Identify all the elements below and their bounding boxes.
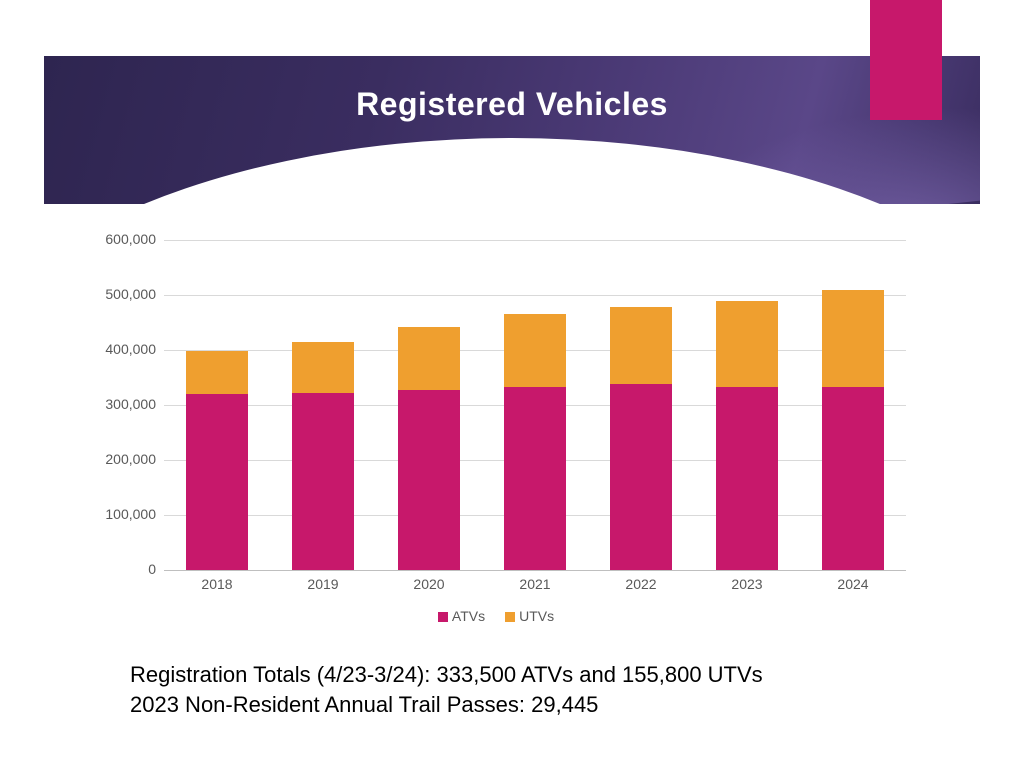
chart-y-label: 500,000 [86, 286, 156, 302]
bar-utvs [504, 314, 566, 387]
slide: Registered Vehicles ATVs UTVs 0 100,000 200… [0, 0, 1024, 768]
page-title: Registered Vehicles [44, 86, 980, 123]
ribbon-accent [870, 0, 942, 120]
bar-atvs [292, 393, 354, 570]
legend-swatch [438, 612, 448, 622]
chart-gridline [164, 240, 906, 241]
chart-y-label: 600,000 [86, 231, 156, 247]
chart-y-label: 300,000 [86, 396, 156, 412]
bar-utvs [398, 327, 460, 389]
chart-x-label: 2022 [591, 576, 691, 592]
bar-atvs [504, 387, 566, 570]
legend-label: ATVs [452, 608, 485, 624]
legend-item: UTVs [505, 608, 554, 624]
chart-legend: ATVs UTVs [86, 608, 906, 624]
chart-x-label: 2018 [167, 576, 267, 592]
chart-gridline [164, 295, 906, 296]
chart-y-label: 0 [86, 561, 156, 577]
chart-y-label: 100,000 [86, 506, 156, 522]
bar-group [610, 307, 672, 570]
bar-group [504, 314, 566, 570]
bar-utvs [822, 290, 884, 386]
bar-group [398, 327, 460, 570]
chart-x-label: 2023 [697, 576, 797, 592]
bar-atvs [610, 384, 672, 570]
caption-text: Registration Totals (4/23-3/24): 333,500… [130, 660, 950, 719]
caption-line-1: Registration Totals (4/23-3/24): 333,500… [130, 660, 950, 690]
bar-atvs [398, 390, 460, 570]
bar-utvs [716, 301, 778, 387]
bar-group [186, 351, 248, 570]
chart-x-label: 2020 [379, 576, 479, 592]
registered-vehicles-chart: ATVs UTVs 0 100,000 200,000 300,000 400,000 50… [86, 230, 906, 630]
chart-x-label: 2019 [273, 576, 373, 592]
bar-group [716, 301, 778, 570]
bar-group [292, 342, 354, 570]
chart-y-label: 200,000 [86, 451, 156, 467]
bar-group [822, 290, 884, 570]
bar-atvs [822, 387, 884, 570]
caption-line-2: 2023 Non-Resident Annual Trail Passes: 2… [130, 690, 950, 720]
legend-label: UTVs [519, 608, 554, 624]
legend-swatch [505, 612, 515, 622]
chart-x-label: 2021 [485, 576, 585, 592]
header-banner: Registered Vehicles [44, 56, 980, 204]
bar-utvs [186, 351, 248, 394]
bar-atvs [716, 387, 778, 570]
bar-utvs [292, 342, 354, 393]
chart-plot-area [164, 240, 906, 570]
bar-utvs [610, 307, 672, 384]
legend-item: ATVs [438, 608, 485, 624]
chart-x-label: 2024 [803, 576, 903, 592]
bar-atvs [186, 394, 248, 570]
chart-gridline [164, 570, 906, 571]
chart-y-label: 400,000 [86, 341, 156, 357]
